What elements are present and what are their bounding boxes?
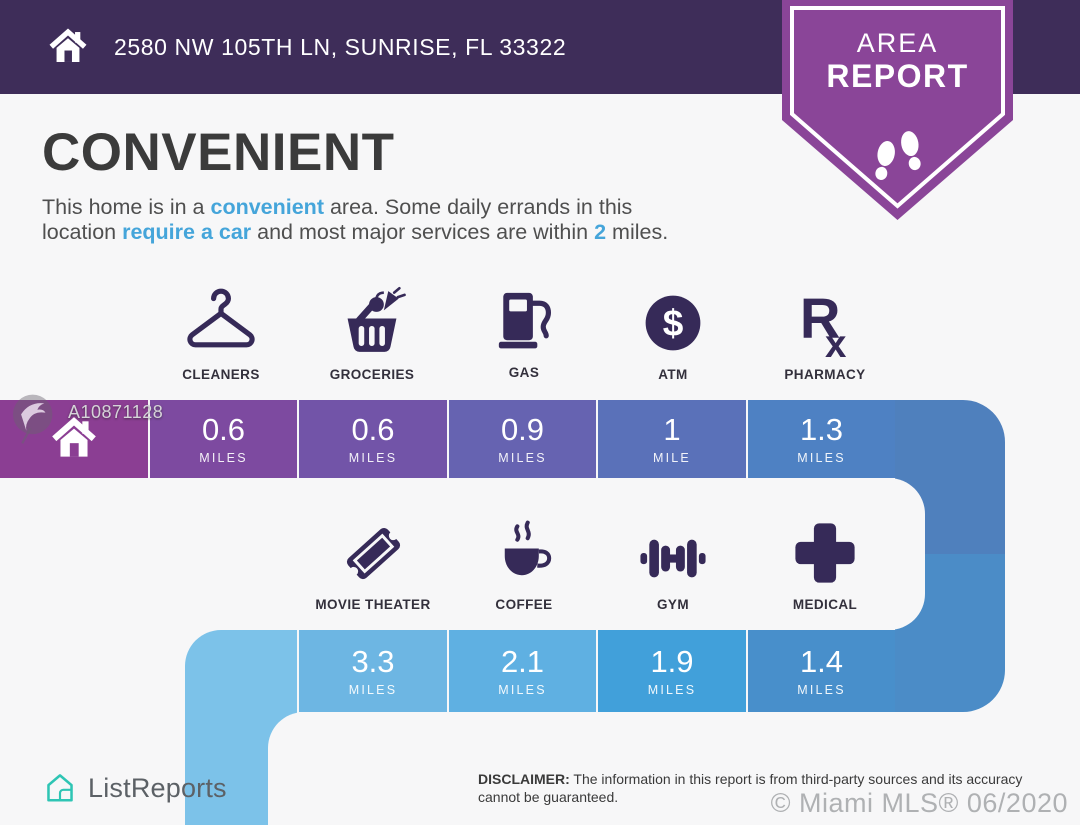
place-label: GYM [657, 597, 689, 612]
distance-value: 1 [663, 411, 681, 447]
distance-cell-cleaners: 0.6 MILES [150, 400, 297, 478]
distance-value: 1.9 [650, 643, 694, 679]
dumbbell-icon [640, 539, 706, 578]
place-gas: GAS [449, 284, 599, 380]
ribbon-bottom-cutout [268, 712, 348, 825]
place-gym: GYM [598, 516, 748, 612]
distance-value: 0.6 [201, 411, 246, 447]
rx-icon: R x [800, 287, 847, 360]
disclaimer: DISCLAIMER: The information in this repo… [478, 770, 1054, 806]
distance-unit: MILES [498, 450, 547, 465]
distance-unit: MILES [797, 450, 846, 465]
distance-cell-medical: 1.4 MILES [748, 630, 895, 712]
home-icon [52, 417, 96, 457]
page-title: CONVENIENT [42, 123, 395, 182]
distance-cell-gas: 0.9 MILES [449, 400, 596, 478]
place-label: MOVIE THEATER [315, 597, 431, 612]
distance-unit: MILE [653, 450, 691, 465]
distance-unit: MILES [797, 682, 846, 697]
place-pharmacy: R x PHARMACY [750, 286, 900, 382]
distance-cell-movie-theater: 3.3 MILES [299, 630, 447, 712]
distance-value: 1.3 [799, 411, 844, 447]
grocery-basket-icon [347, 286, 406, 352]
distance-unit: MILES [199, 450, 248, 465]
distance-unit: MILES [498, 682, 547, 697]
mls-credit-watermark: © Miami MLS® 06/2020 [770, 788, 1068, 818]
place-label: PHARMACY [784, 367, 866, 382]
place-atm: $ ATM [598, 286, 748, 382]
distance-cell-gym: 1.9 MILES [598, 630, 746, 712]
property-address: 2580 NW 105TH LN, SUNRISE, FL 33322 [114, 33, 567, 60]
distance-value: 1.4 [799, 643, 844, 679]
distance-value: 0.9 [500, 411, 545, 447]
ticket-icon [346, 527, 401, 580]
distance-cell-atm: 1 MILE [598, 400, 746, 478]
mls-logo-icon [12, 394, 53, 444]
place-label: ATM [658, 367, 688, 382]
distance-unit: MILES [348, 682, 398, 697]
place-label: GAS [508, 365, 540, 380]
highlight-convenient: convenient [210, 195, 324, 219]
distance-value: 0.6 [351, 411, 395, 447]
distance-unit: MILES [647, 682, 697, 697]
hanger-icon [187, 288, 255, 348]
svg-text:R: R [800, 287, 841, 350]
ribbon-inner-cutout [0, 478, 925, 630]
listing-id: A10871128 [68, 402, 164, 422]
gas-pump-icon [498, 292, 552, 349]
place-label: COFFEE [495, 597, 553, 612]
svg-text:x: x [825, 323, 847, 360]
medical-cross-icon [795, 523, 855, 583]
dollar-circle-icon: $ [645, 295, 701, 351]
place-label: GROCERIES [329, 367, 415, 382]
place-label: MEDICAL [792, 597, 858, 612]
place-groceries: GROCERIES [297, 286, 447, 382]
place-label: CLEANERS [182, 367, 260, 382]
distance-value: 2.1 [500, 643, 545, 679]
area-report-badge: AREA REPORT [782, 0, 1013, 224]
pennant-shape [782, 0, 1013, 220]
svg-text:$: $ [663, 303, 684, 344]
highlight-2-miles: 2 [594, 220, 607, 244]
disclaimer-label: DISCLAIMER: [478, 771, 570, 787]
coffee-cup-icon [504, 520, 552, 576]
description-line2: location require a car and most major se… [42, 220, 669, 244]
distance-cell-groceries: 0.6 MILES [299, 400, 447, 478]
distance-unit: MILES [348, 450, 398, 465]
badge-line2: REPORT [826, 58, 969, 94]
description: This home is in a convenient area. Some … [42, 195, 668, 245]
distance-cell-pharmacy: 1.3 MILES [748, 400, 895, 478]
disclaimer-text: The information in this report is from t… [478, 771, 1023, 805]
place-cleaners: CLEANERS [146, 286, 296, 382]
listreports-logo: ListReports [42, 770, 227, 806]
highlight-require-a-car: require a car [122, 220, 252, 244]
place-movie-theater: MOVIE THEATER [298, 516, 448, 612]
distance-cell-coffee: 2.1 MILES [449, 630, 596, 712]
home-icon [49, 28, 87, 62]
listreports-house-icon [47, 774, 73, 802]
distance-value: 3.3 [351, 643, 395, 679]
listing-watermark: A10871128 [6, 390, 163, 448]
footprints-icon [875, 131, 921, 181]
place-coffee: COFFEE [449, 516, 599, 612]
place-medical: MEDICAL [750, 516, 900, 612]
badge-line1: AREA [856, 28, 939, 58]
description-line1: This home is in a convenient area. Some … [42, 195, 633, 219]
brand-name: ListReports [88, 772, 227, 803]
